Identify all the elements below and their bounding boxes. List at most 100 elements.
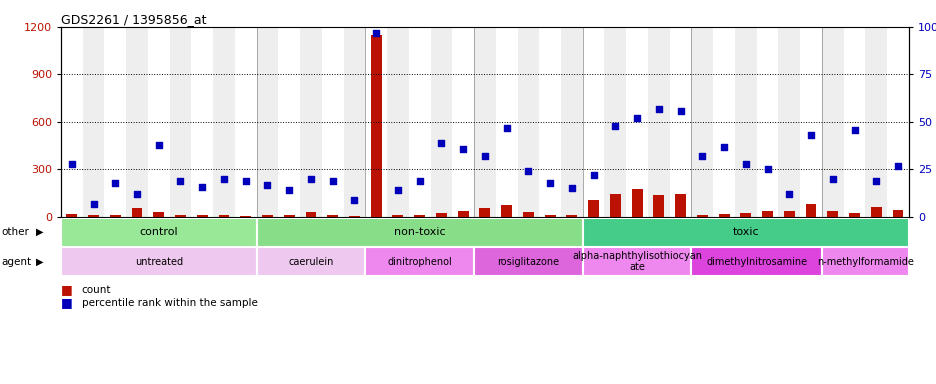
Bar — [821, 27, 842, 217]
Text: ■: ■ — [61, 296, 73, 310]
Bar — [284, 215, 294, 217]
Bar — [892, 210, 902, 217]
Point — [129, 191, 144, 197]
Bar — [821, 247, 908, 276]
Bar — [848, 212, 859, 217]
Point — [368, 30, 383, 36]
Bar — [371, 35, 381, 217]
Bar — [631, 189, 642, 217]
Point — [325, 178, 340, 184]
Point — [346, 197, 361, 203]
Bar — [739, 213, 751, 217]
Bar — [387, 27, 408, 217]
Bar — [799, 27, 821, 217]
Point — [695, 153, 709, 159]
Text: dimethylnitrosamine: dimethylnitrosamine — [706, 257, 807, 267]
Bar — [191, 27, 212, 217]
Point — [803, 132, 818, 138]
Bar — [218, 215, 229, 217]
Point — [303, 176, 318, 182]
Bar — [235, 27, 256, 217]
Bar — [327, 215, 338, 217]
Text: agent: agent — [2, 257, 32, 267]
Point — [651, 106, 665, 112]
Bar — [110, 215, 121, 217]
Bar — [566, 215, 577, 217]
Bar — [452, 27, 474, 217]
Bar — [348, 216, 359, 217]
Text: rosiglitazone: rosiglitazone — [497, 257, 559, 267]
Point — [586, 172, 601, 178]
Bar — [648, 27, 669, 217]
Bar — [588, 200, 598, 217]
Bar — [88, 215, 99, 217]
Bar — [126, 27, 148, 217]
Bar — [175, 215, 185, 217]
Text: toxic: toxic — [732, 227, 758, 237]
Bar — [104, 27, 126, 217]
Text: control: control — [139, 227, 178, 237]
Point — [716, 144, 731, 150]
Point — [542, 180, 557, 186]
Bar — [696, 215, 707, 217]
Bar — [718, 214, 729, 217]
Bar — [712, 27, 734, 217]
Bar — [474, 247, 582, 276]
Point — [781, 191, 796, 197]
Text: ■: ■ — [61, 283, 73, 296]
Bar — [392, 215, 402, 217]
Bar — [761, 212, 772, 217]
Bar — [430, 27, 452, 217]
Bar — [609, 194, 621, 217]
Point — [65, 161, 80, 167]
Bar — [300, 27, 321, 217]
Point — [390, 187, 405, 194]
Point — [216, 176, 231, 182]
Bar — [154, 212, 164, 217]
Bar — [256, 247, 365, 276]
Bar — [197, 215, 208, 217]
Point — [738, 161, 753, 167]
Point — [846, 126, 861, 132]
Bar — [365, 247, 474, 276]
Bar — [169, 27, 191, 217]
Bar — [865, 27, 886, 217]
Text: ▶: ▶ — [36, 227, 43, 237]
Point — [108, 180, 123, 186]
Bar — [365, 27, 387, 217]
Point — [889, 162, 904, 169]
Text: caerulein: caerulein — [288, 257, 333, 267]
Bar — [278, 27, 300, 217]
Bar — [435, 213, 446, 217]
Point — [672, 108, 687, 114]
Bar — [61, 27, 82, 217]
Bar — [256, 27, 278, 217]
Text: untreated: untreated — [135, 257, 183, 267]
Bar — [408, 27, 430, 217]
Point — [759, 166, 774, 172]
Bar — [517, 27, 539, 217]
Text: percentile rank within the sample: percentile rank within the sample — [81, 298, 257, 308]
Bar — [495, 27, 517, 217]
Bar — [561, 27, 582, 217]
Bar — [256, 218, 582, 247]
Bar — [539, 27, 561, 217]
Point — [607, 122, 622, 129]
Bar — [625, 27, 648, 217]
Bar — [582, 27, 604, 217]
Bar — [669, 27, 691, 217]
Bar — [522, 212, 534, 217]
Text: non-toxic: non-toxic — [393, 227, 445, 237]
Bar — [826, 212, 838, 217]
Bar — [734, 27, 756, 217]
Bar — [778, 27, 799, 217]
Point — [195, 184, 210, 190]
Bar — [604, 27, 625, 217]
Bar — [321, 27, 344, 217]
Point — [151, 142, 166, 148]
Bar — [61, 247, 256, 276]
Text: GDS2261 / 1395856_at: GDS2261 / 1395856_at — [61, 13, 206, 26]
Point — [282, 187, 297, 194]
Text: count: count — [81, 285, 110, 295]
Bar — [82, 27, 104, 217]
